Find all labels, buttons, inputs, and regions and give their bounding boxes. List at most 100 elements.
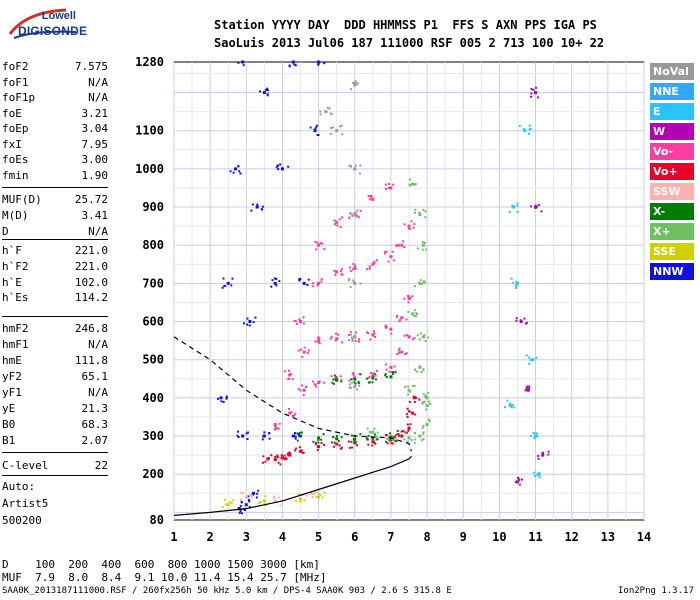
echo-speck: [350, 446, 353, 449]
legend-item: Vo+: [650, 163, 694, 180]
param-value: 102.0: [74, 276, 108, 289]
echo-speck: [525, 354, 528, 357]
echo-speck: [414, 208, 417, 211]
param-row: h`Es 114.2: [2, 291, 108, 306]
echo-speck: [350, 386, 353, 389]
param-value: 2.07: [81, 434, 109, 447]
echo-speck: [352, 279, 355, 282]
header-row-labels: Station YYYY DAY DDD HHMMSS P1 FFS S AXN…: [214, 18, 597, 32]
echo-speck: [425, 248, 428, 251]
echo-speck: [353, 442, 356, 445]
echo-speck: [225, 397, 228, 400]
echo-point: [299, 320, 303, 324]
echo-speck: [263, 503, 266, 506]
echo-speck: [504, 406, 507, 409]
echo-speck: [413, 400, 416, 403]
echo-point: [335, 270, 339, 274]
echo-speck: [384, 187, 387, 190]
echo-speck: [528, 132, 531, 135]
echo-speck: [354, 332, 357, 335]
echo-speck: [520, 478, 523, 481]
x-tick-label: 2: [207, 530, 214, 544]
echo-point: [317, 436, 321, 440]
echo-point: [335, 437, 339, 441]
echo-speck: [266, 94, 269, 97]
echo-speck: [350, 212, 353, 215]
param-value: N/A: [88, 338, 108, 351]
echo-speck: [517, 477, 520, 480]
echo-speck: [303, 498, 306, 501]
echo-speck: [528, 124, 531, 127]
echo-speck: [384, 363, 387, 366]
x-tick-label: 14: [637, 530, 651, 544]
param-value: 3.41: [81, 209, 109, 222]
echo-speck: [359, 282, 362, 285]
echo-speck: [236, 434, 239, 437]
echo-speck: [266, 87, 269, 90]
echo-speck: [376, 431, 379, 434]
echo-point: [244, 503, 248, 507]
echo-point: [530, 358, 534, 362]
echo-speck: [535, 432, 538, 435]
echo-speck: [349, 212, 352, 215]
echo-speck: [315, 495, 318, 498]
echo-speck: [354, 264, 357, 267]
echo-speck: [375, 378, 378, 381]
echo-speck: [547, 453, 550, 456]
echo-speck: [332, 436, 335, 439]
echo-speck: [354, 164, 357, 167]
echo-speck: [528, 385, 531, 388]
echo-speck: [384, 434, 387, 437]
echo-speck: [403, 438, 406, 441]
echo-speck: [339, 375, 342, 378]
echo-point: [407, 224, 411, 228]
echo-speck: [329, 112, 332, 115]
echo-speck: [354, 382, 357, 385]
echo-speck: [350, 88, 353, 91]
echo-point: [317, 243, 321, 247]
echo-speck: [348, 379, 351, 382]
echo-speck: [524, 389, 527, 392]
echo-speck: [306, 352, 309, 355]
param-name: h`E: [2, 276, 22, 289]
echo-speck: [375, 259, 378, 262]
echo-speck: [247, 498, 250, 501]
echo-point: [371, 440, 375, 444]
echo-speck: [351, 338, 354, 341]
echo-speck: [261, 461, 264, 464]
echo-speck: [278, 496, 281, 499]
echo-speck: [302, 394, 305, 397]
param-value: 25.72: [74, 193, 108, 206]
echo-speck: [515, 285, 518, 288]
param-row: hmF2 246.8: [2, 322, 108, 337]
echo-speck: [384, 252, 387, 255]
echo-speck: [262, 455, 265, 458]
echo-speck: [318, 380, 321, 383]
echo-speck: [334, 339, 337, 342]
echo-speck: [242, 492, 245, 495]
echo-speck: [372, 372, 375, 375]
echo-speck: [388, 370, 391, 373]
echo-speck: [365, 377, 368, 380]
echo-speck: [274, 456, 277, 459]
param-name: hmF2: [2, 322, 29, 335]
echo-speck: [407, 310, 410, 313]
param-name: MUF(D): [2, 193, 42, 206]
echo-speck: [250, 494, 253, 497]
echo-speck: [385, 440, 388, 443]
echo-speck: [368, 381, 371, 384]
echo-speck: [266, 93, 269, 96]
x-tick-label: 6: [351, 530, 358, 544]
echo-speck: [413, 183, 416, 186]
echo-point: [389, 365, 393, 369]
echo-speck: [532, 431, 535, 434]
legend-item: Vo-: [650, 143, 694, 160]
echo-speck: [359, 164, 362, 167]
echo-speck: [398, 351, 401, 354]
echo-speck: [409, 423, 412, 426]
echo-point: [335, 129, 339, 133]
echo-speck: [280, 457, 283, 460]
echo-speck: [537, 96, 540, 99]
echo-speck: [280, 454, 283, 457]
echo-speck: [286, 453, 289, 456]
